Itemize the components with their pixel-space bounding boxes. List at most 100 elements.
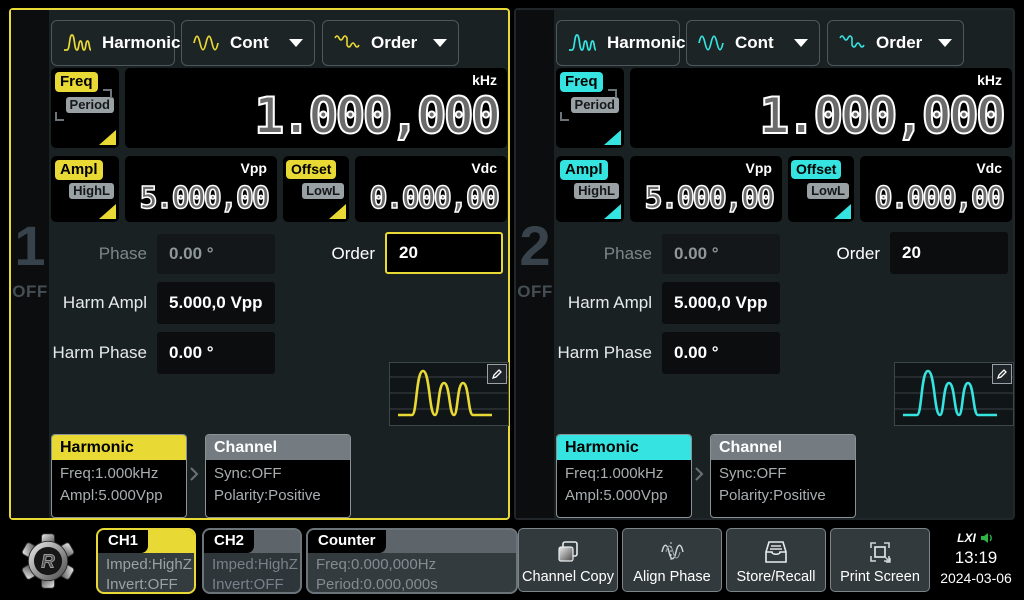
ch2-tab-channel-title: Channel <box>711 435 855 460</box>
channel2-panel[interactable]: 2 OFF Harmonic Cont Order Freq P <box>514 8 1015 520</box>
toggle-triangle-icon <box>99 204 116 219</box>
harmonic-preview-plot <box>895 369 1013 417</box>
freq-value: 1.000,000 <box>758 86 1007 146</box>
ch2-offset-mode-toggle[interactable]: Offset LowL <box>788 156 854 222</box>
offset-label[interactable]: Offset <box>286 160 337 179</box>
ch1-harm-phase-field[interactable]: 0.00 ° <box>157 332 275 374</box>
ch2-harmonic-ampl-line: Ampl:5.000Vpp <box>565 487 668 504</box>
rigol-gear-logo: R <box>21 533 75 589</box>
offset-label[interactable]: Offset <box>791 160 842 179</box>
ch1-runmode-dropdown[interactable]: Cont <box>181 20 315 66</box>
counter-period-line: Period:0.000,000s <box>316 576 438 593</box>
corner-mark <box>608 89 617 98</box>
ch1-phase-label: Phase <box>98 244 147 263</box>
system-status-area[interactable]: LXI 13:19 2024-03-06 <box>934 524 1018 596</box>
ch1-invert-line: Invert:OFF <box>106 576 178 593</box>
pencil-icon <box>491 369 502 380</box>
statusbar-ch2[interactable]: CH2 Imped:HighZ Invert:OFF <box>202 528 302 594</box>
ch1-impedance-line: Imped:HighZ <box>106 556 192 573</box>
period-label[interactable]: Period <box>570 97 619 113</box>
ch2-runmode-label: Cont <box>735 33 774 52</box>
ch2-harm-phase-field[interactable]: 0.00 ° <box>662 332 780 374</box>
ch1-freq-display[interactable]: kHz 1.000,000 <box>125 68 507 148</box>
highl-label[interactable]: HighL <box>574 183 619 199</box>
ch2-invert-line: Invert:OFF <box>212 576 284 593</box>
ch1-param-dropdown[interactable]: Order <box>322 20 459 66</box>
ch1-freq-mode-toggle[interactable]: Freq Period <box>51 68 119 148</box>
statusbar-counter[interactable]: Counter Freq:0.000,000Hz Period:0.000,00… <box>306 528 518 594</box>
ch1-offset-mode-toggle[interactable]: Offset LowL <box>283 156 349 222</box>
ch1-offset-display[interactable]: Vdc 0.000,00 <box>355 156 507 222</box>
ch1-tab-harmonic[interactable]: Harmonic Freq:1.000kHz Ampl:5.000Vpp <box>51 434 187 518</box>
ch1-ampl-display[interactable]: Vpp 5.000,00 <box>125 156 277 222</box>
toggle-triangle-icon <box>604 130 621 145</box>
channel-copy-button[interactable]: Channel Copy <box>518 528 618 592</box>
print-screen-button[interactable]: Print Screen <box>830 528 930 592</box>
ch2-harm-ampl-field[interactable]: 5.000,0 Vpp <box>662 282 780 324</box>
ch2-tab-harmonic-title: Harmonic <box>557 435 691 460</box>
store-recall-label: Store/Recall <box>736 569 816 585</box>
ch2-order-field[interactable]: 20 <box>890 232 1008 274</box>
corner-mark <box>55 112 64 121</box>
chevron-down-icon <box>433 39 447 47</box>
ch1-tab-channel-title: Channel <box>206 435 350 460</box>
period-label[interactable]: Period <box>65 97 114 113</box>
align-phase-button[interactable]: Align Phase <box>622 528 722 592</box>
ch1-waveform-preview[interactable] <box>389 362 509 426</box>
ch1-harmonic-ampl-line: Ampl:5.000Vpp <box>60 487 163 504</box>
freq-label[interactable]: Freq <box>560 72 603 92</box>
ch2-harm-phase-label: Harm Phase <box>557 343 652 362</box>
ch2-tab-harmonic[interactable]: Harmonic Freq:1.000kHz Ampl:5.000Vpp <box>556 434 692 518</box>
speaker-icon <box>980 533 992 543</box>
ch1-phase-field[interactable]: 0.00 ° <box>157 234 275 274</box>
copy-icon <box>558 541 578 562</box>
ch2-waveform-dropdown[interactable]: Harmonic <box>556 20 709 66</box>
ch1-order-field[interactable]: 20 <box>385 232 503 274</box>
freq-label[interactable]: Freq <box>55 72 98 92</box>
statusbar-ch1[interactable]: CH1 Imped:HighZ Invert:OFF <box>96 528 196 594</box>
harmonic-wave-icon <box>569 34 597 51</box>
ch1-ampl-mode-toggle[interactable]: Ampl HighL <box>51 156 119 222</box>
ch2-tab-channel[interactable]: Channel Sync:OFF Polarity:Positive <box>710 434 856 518</box>
ch2-order-label: Order <box>836 244 880 263</box>
chevron-right-icon <box>190 467 199 481</box>
channel1-panel[interactable]: 1 OFF Harmonic Cont Order Freq P <box>9 8 510 520</box>
ch2-freq-display[interactable]: kHz 1.000,000 <box>630 68 1012 148</box>
ch1-order-label: Order <box>331 244 375 263</box>
corner-mark <box>560 112 569 121</box>
ch2-param-dropdown[interactable]: Order <box>827 20 964 66</box>
toggle-triangle-icon <box>329 204 346 219</box>
ch1-tab-channel[interactable]: Channel Sync:OFF Polarity:Positive <box>205 434 351 518</box>
ch1-harmonic-freq-line: Freq:1.000kHz <box>60 465 159 482</box>
ch2-freq-mode-toggle[interactable]: Freq Period <box>556 68 624 148</box>
offset-value: 0.000,00 <box>369 180 501 217</box>
home-button[interactable]: R <box>8 526 88 596</box>
ch2-offset-display[interactable]: Vdc 0.000,00 <box>860 156 1012 222</box>
ch1-waveform-dropdown[interactable]: Harmonic <box>51 20 204 66</box>
highl-label[interactable]: HighL <box>69 183 114 199</box>
channel2-number: 2 <box>519 214 551 277</box>
edit-waveform-button[interactable] <box>487 364 507 384</box>
order-wave-icon <box>334 35 360 48</box>
ampl-unit: Vpp <box>240 160 267 176</box>
counter-freq-line: Freq:0.000,000Hz <box>316 556 437 573</box>
harmonic-wave-icon <box>64 34 92 51</box>
statusbar-ch2-header: CH2 <box>204 530 300 553</box>
ch2-waveform-preview[interactable] <box>894 362 1014 426</box>
ampl-label[interactable]: Ampl <box>560 160 608 180</box>
ampl-label[interactable]: Ampl <box>55 160 103 180</box>
offset-unit: Vdc <box>471 160 497 176</box>
ch2-phase-field[interactable]: 0.00 ° <box>662 234 780 274</box>
store-recall-button[interactable]: Store/Recall <box>726 528 826 592</box>
statusbar-ch2-title: CH2 <box>204 530 255 553</box>
ch2-ampl-mode-toggle[interactable]: Ampl HighL <box>556 156 624 222</box>
ch2-harmonic-freq-line: Freq:1.000kHz <box>565 465 664 482</box>
ch2-runmode-dropdown[interactable]: Cont <box>686 20 820 66</box>
ch2-ampl-display[interactable]: Vpp 5.000,00 <box>630 156 782 222</box>
lowl-label[interactable]: LowL <box>302 183 344 199</box>
edit-waveform-button[interactable] <box>992 364 1012 384</box>
chevron-down-icon <box>938 39 952 47</box>
align-phase-label: Align Phase <box>633 569 711 585</box>
ch1-harm-ampl-field[interactable]: 5.000,0 Vpp <box>157 282 275 324</box>
lowl-label[interactable]: LowL <box>807 183 849 199</box>
